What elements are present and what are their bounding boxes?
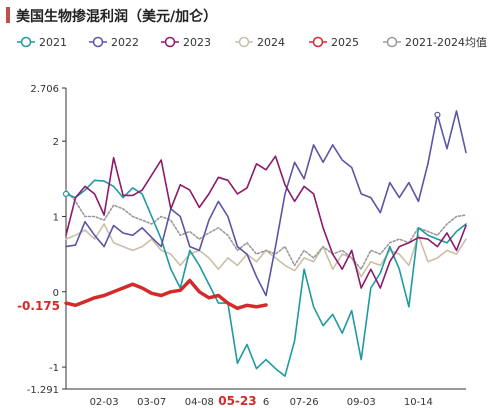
x-tick-label: 02-03: [90, 397, 119, 408]
legend-label: 2023: [183, 36, 211, 49]
x-tick-label: 07-26: [290, 397, 319, 408]
legend-marker: [20, 36, 32, 48]
axes: 2.706 2 1 0 -1 -1.291 02-03 03-07 04-08 05-23 07-2…: [27, 84, 466, 408]
legend-item: 2021: [17, 36, 67, 49]
legend: 2021 2022 2023 2024 2025 2021-2024均值: [17, 36, 487, 49]
y-tick-label: 2: [53, 137, 59, 148]
legend-item: 2025: [309, 36, 359, 49]
y-tick-label: 0: [53, 288, 59, 299]
legend-item: 2023: [161, 36, 211, 49]
series-point: [62, 190, 70, 197]
legend-label: 2022: [111, 36, 139, 49]
series-lines: [62, 110, 467, 377]
y-tick-label: -1.291: [27, 385, 59, 396]
series-line-2023: [65, 155, 467, 289]
y-tick-label: -1: [49, 363, 59, 374]
x-tick-label: 6: [263, 397, 269, 408]
legend-label: 2024: [257, 36, 285, 49]
series-point: [434, 111, 441, 118]
current-value-label: -0.175: [17, 299, 60, 313]
chart-title: 美国生物掺混利润（美元/加仑）: [16, 9, 218, 25]
legend-marker: [238, 36, 250, 48]
legend-item: 2021-2024均值: [383, 36, 487, 49]
legend-marker: [92, 36, 104, 48]
legend-item: 2024: [235, 36, 285, 49]
legend-label: 2021-2024均值: [405, 36, 487, 49]
x-tick-label: 04-08: [185, 397, 214, 408]
x-tick-label: 10-14: [404, 397, 433, 408]
legend-marker: [312, 36, 324, 48]
x-tick-label: 09-03: [347, 397, 376, 408]
series-line-mean: [65, 189, 467, 271]
series-line-2022: [65, 110, 467, 297]
series-line-2025: [64, 278, 268, 311]
legend-label: 2025: [331, 36, 359, 49]
legend-marker: [164, 36, 176, 48]
x-tick-label: 03-07: [137, 397, 166, 408]
x-tick-label-highlight: 05-23: [218, 394, 256, 408]
legend-label: 2021: [39, 36, 67, 49]
legend-item: 2022: [89, 36, 139, 49]
title-accent-bar: [6, 7, 10, 23]
series-line-2021: [65, 179, 467, 377]
legend-marker: [386, 36, 398, 48]
value-labels: -0.175: [17, 299, 60, 313]
y-tick-label: 2.706: [30, 84, 59, 95]
y-tick-label: 1: [53, 212, 59, 223]
